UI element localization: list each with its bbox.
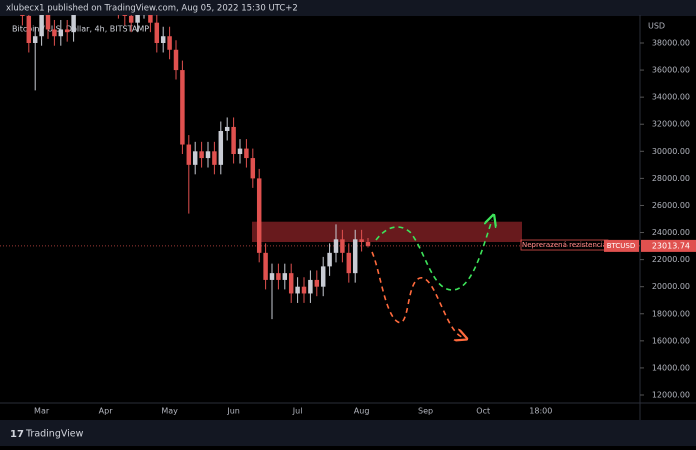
y-tick-label: 18000.00 bbox=[652, 309, 690, 318]
candle-body bbox=[26, 15, 32, 43]
logo-mark: 17 bbox=[10, 429, 24, 440]
y-axis-label: USD bbox=[648, 22, 665, 31]
y-tick-label: 22000.00 bbox=[652, 255, 690, 264]
candle-body bbox=[20, 15, 25, 16]
candle-body bbox=[340, 239, 345, 253]
candle-body bbox=[58, 29, 64, 37]
candle-body bbox=[167, 36, 172, 50]
footer-brand: TradingView bbox=[25, 429, 84, 440]
candle-body bbox=[295, 286, 300, 294]
candle-body bbox=[244, 148, 249, 159]
published-text: xlubecx1 published on TradingView.com, A… bbox=[6, 4, 298, 14]
candle-body bbox=[301, 286, 307, 294]
candle-body bbox=[173, 49, 179, 71]
candle-body bbox=[180, 70, 185, 145]
candle-body bbox=[327, 252, 332, 267]
x-tick-label: Aug bbox=[354, 407, 370, 416]
y-tick-label: 20000.00 bbox=[652, 282, 690, 291]
candle-body bbox=[45, 15, 51, 30]
candle-body bbox=[212, 151, 217, 165]
candle-body bbox=[52, 29, 57, 37]
candle-body bbox=[346, 252, 352, 274]
price-badge-text: 23013.74 bbox=[652, 241, 690, 250]
y-tick-label: 24000.00 bbox=[652, 228, 690, 237]
candle-body bbox=[218, 130, 224, 165]
x-tick-label: Jul bbox=[292, 407, 303, 416]
price-badge bbox=[641, 239, 696, 252]
candle-body bbox=[308, 279, 313, 294]
candle-body bbox=[359, 239, 364, 243]
candle-body bbox=[224, 126, 230, 131]
x-tick-label: Mar bbox=[34, 407, 50, 416]
candle-body bbox=[186, 144, 192, 165]
candle-body bbox=[333, 239, 339, 253]
candle-body bbox=[237, 148, 243, 155]
candle-body bbox=[71, 15, 76, 33]
candle-body bbox=[122, 15, 128, 16]
y-tick-label: 32000.00 bbox=[652, 120, 690, 129]
candle-body bbox=[154, 22, 160, 43]
candle-body bbox=[276, 273, 281, 280]
candle-body bbox=[352, 239, 358, 274]
zone-label: Neprerazená rezistencia bbox=[522, 241, 607, 249]
x-tick-label: Sep bbox=[418, 407, 433, 416]
plot bbox=[0, 15, 640, 320]
symbol-badge bbox=[604, 239, 639, 252]
candle-body bbox=[256, 178, 262, 253]
candle-body bbox=[282, 273, 288, 280]
symbol-badge-text: BTCUSD bbox=[607, 242, 636, 250]
candle-body bbox=[250, 158, 256, 179]
footer-bar bbox=[0, 420, 696, 446]
candle-body bbox=[320, 266, 326, 287]
candle-body bbox=[135, 15, 140, 23]
candle-body bbox=[192, 151, 198, 165]
candle-body bbox=[39, 15, 44, 37]
y-tick-label: 34000.00 bbox=[652, 93, 690, 102]
candle-body bbox=[365, 242, 371, 246]
candle-body bbox=[160, 36, 166, 43]
candle-body bbox=[314, 279, 320, 287]
y-tick-label: 16000.00 bbox=[652, 336, 690, 345]
y-tick-label: 14000.00 bbox=[652, 363, 690, 372]
candle-body bbox=[263, 252, 268, 280]
x-tick-label: Jun bbox=[226, 407, 240, 416]
y-tick-label: 12000.00 bbox=[652, 390, 690, 399]
candle-body bbox=[128, 15, 134, 23]
candle-body bbox=[231, 126, 236, 155]
candle-body bbox=[148, 15, 153, 23]
resistance-zone bbox=[252, 221, 522, 243]
projection-orange bbox=[371, 251, 462, 337]
y-tick-label: 36000.00 bbox=[652, 66, 690, 75]
y-tick-label: 38000.00 bbox=[652, 38, 690, 47]
symbol-title: Bitcoin / U.S. Dollar, 4h, BITSTAMP bbox=[12, 25, 149, 34]
candle-body bbox=[64, 29, 70, 33]
x-tick-label: Apr bbox=[99, 407, 114, 416]
candle-body bbox=[269, 273, 275, 280]
candle-body bbox=[199, 151, 204, 159]
header-bar bbox=[0, 0, 696, 16]
x-tick-label: Oct bbox=[476, 407, 490, 416]
x-tick-label: 18:00 bbox=[529, 407, 552, 416]
y-tick-label: 26000.00 bbox=[652, 201, 690, 210]
x-tick-label: May bbox=[161, 407, 178, 416]
y-tick-label: 28000.00 bbox=[652, 174, 690, 183]
candle-body bbox=[32, 36, 38, 43]
candle-body bbox=[288, 273, 294, 294]
y-tick-label: 30000.00 bbox=[652, 147, 690, 156]
candle-body bbox=[205, 151, 211, 159]
